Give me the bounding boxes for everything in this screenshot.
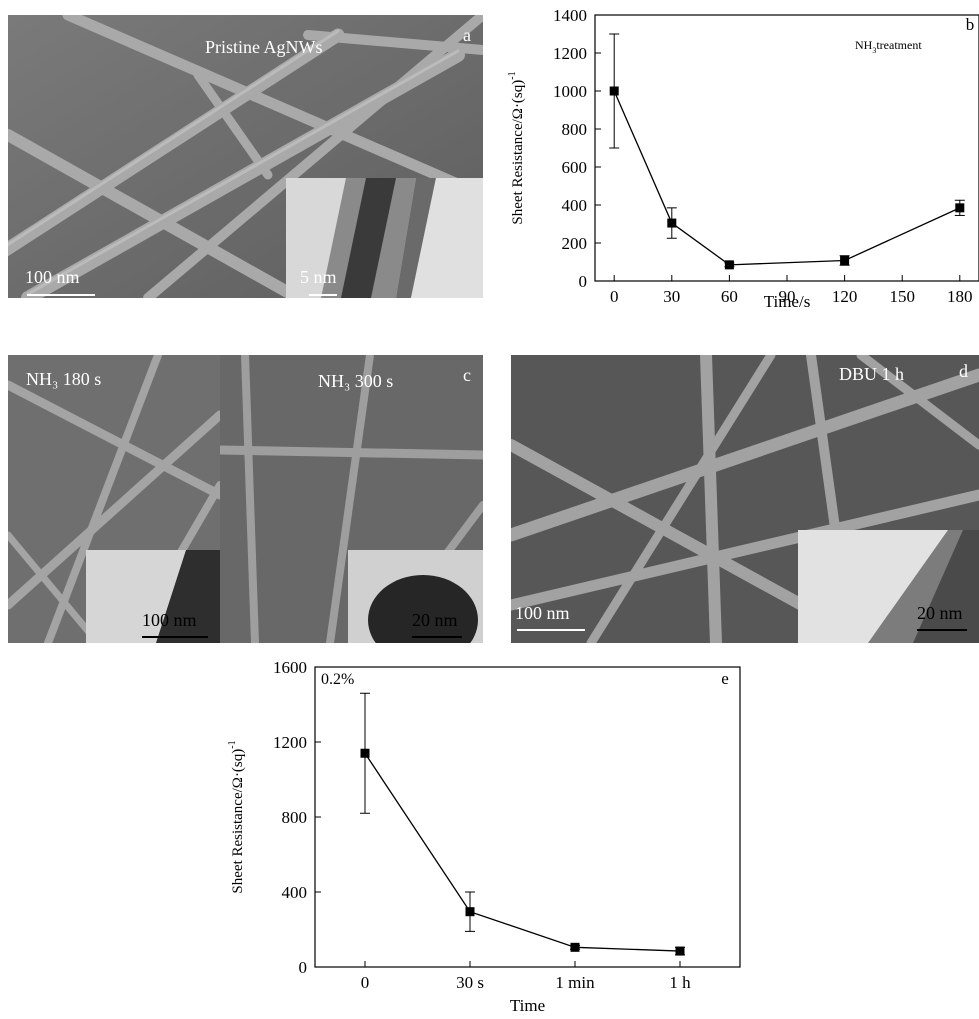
panel-c-right-scale-label: 20 nm [412,610,458,630]
y-axis-label: Sheet Resistance/Ω·(sq)-1 [227,740,246,893]
panel-e-chart: 0 400 800 1200 1600 0 30 s 1 min 1 h Time Sheet Re… [220,650,760,1015]
x-tick-label: 0 [610,287,619,306]
x-tick-label: 1 h [669,973,691,992]
panel-c-label-right: NH₃ 300 s [318,371,394,391]
data-point [360,748,370,758]
data-point [570,942,580,952]
plot-frame [594,14,979,282]
panel-a-inset-scale-label: 5 nm [300,267,337,287]
x-tick-label: 150 [889,287,915,306]
series-line [364,752,681,952]
data-point [840,255,850,265]
series-line [613,90,961,266]
y-tick-label: 0 [299,958,308,977]
x-tick-label: 120 [832,287,858,306]
y-tick-label: 1600 [273,658,307,677]
y-tick-label: 800 [562,120,588,139]
panel-b-chart: 0 200 400 600 800 1000 1200 1400 0 30 60 90 120 150 18… [500,0,979,320]
x-tick-label: 90 [779,287,796,306]
x-tick-label: 0 [361,973,370,992]
y-tick-label: 0 [579,272,588,291]
data-point [465,907,475,917]
data-point [675,946,685,956]
y-tick-label: 1200 [553,44,587,63]
chart-annotation: NH3treatment [855,38,922,55]
panel-a-inset-scale-bar [309,294,337,296]
panel-e-chart-svg: 0 400 800 1200 1600 0 30 s 1 min 1 h Time Sheet Re… [227,658,741,1015]
panel-a-title: Pristine AgNWs [205,37,323,57]
panel-c-right-inset [348,550,483,643]
y-tick-label: 400 [562,196,588,215]
panel-c-sem-image: NH₃ 180 s NH₃ 300 s c 100 nm 20 nm [8,355,483,643]
panel-d-label: DBU 1 h [839,364,905,384]
x-tick-label: 60 [721,287,738,306]
panel-d-letter: d [959,361,968,381]
panel-c-left-scale-label: 100 nm [142,610,197,630]
panel-b-chart-svg: 0 200 400 600 800 1000 1200 1400 0 30 60 90 120 150 18… [507,6,979,311]
panel-a-letter: a [463,25,471,45]
panel-d-inset-scale-bar [917,629,967,631]
panel-c-left-inset [86,550,220,643]
data-point [724,260,734,270]
y-tick-label: 400 [282,883,308,902]
panel-a-scale-bar [27,294,95,296]
y-axis-label: Sheet Resistance/Ω·(sq)-1 [507,71,526,224]
plot-frame [314,666,741,968]
panel-d-scale-bar [517,629,585,631]
panel-c-letter: c [463,365,471,385]
panel-d-scale-label: 100 nm [515,603,570,623]
data-point [667,218,677,228]
panel-a-sem-image: Pristine AgNWs a 100 nm 5 nm [8,15,483,298]
panel-d-tem-inset [798,530,979,643]
data-point [609,86,619,96]
data-point [955,203,965,213]
y-tick-label: 1200 [273,733,307,752]
y-tick-label: 1400 [553,6,587,25]
y-tick-label: 600 [562,158,588,177]
x-axis-label: Time/s [764,292,811,311]
y-tick-label: 1000 [553,82,587,101]
y-tick-label: 800 [282,808,308,827]
panel-d-sem-image: DBU 1 h d 100 nm 20 nm [511,355,979,643]
x-tick-label: 1 min [555,973,595,992]
nanowire-texture [8,15,483,298]
x-tick-label: 180 [947,287,973,306]
panel-c-right-scale-bar [412,636,462,638]
panel-c-label-left: NH₃ 180 s [26,369,102,389]
panel-c-left-scale-bar [142,636,208,638]
x-tick-label: 30 s [456,973,484,992]
panel-b-letter: b [966,15,975,34]
panel-a-scale-label: 100 nm [25,267,80,287]
panel-e-letter: e [721,669,729,688]
panel-d-inset-scale-label: 20 nm [917,603,963,623]
x-tick-label: 30 [663,287,680,306]
y-tick-label: 200 [562,234,588,253]
chart-annotation: 0.2% [321,671,354,688]
x-axis-label: Time [510,996,545,1014]
panel-a-tem-inset [286,178,483,298]
